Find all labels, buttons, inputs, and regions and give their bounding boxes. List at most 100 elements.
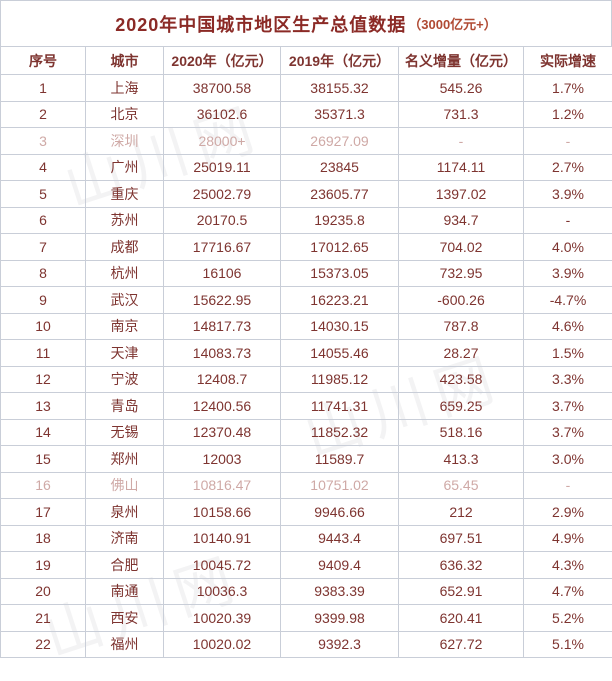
- table-row: 4 广州 25019.11 23845 1174.11 2.7%: [0, 153, 612, 181]
- table-cell-nominal-increase: 28.27: [398, 339, 524, 367]
- table-cell-no: 21: [0, 604, 86, 632]
- table-cell-gdp-2019: 26927.09: [280, 127, 399, 155]
- table-cell-real-growth: 3.7%: [523, 418, 612, 446]
- table-cell-real-growth: 3.9%: [523, 180, 612, 208]
- table-cell-real-growth: 4.3%: [523, 551, 612, 579]
- table-cell-real-growth: 3.0%: [523, 445, 612, 473]
- table-cell-nominal-increase: 704.02: [398, 233, 524, 261]
- table-cell-city: 郑州: [85, 445, 164, 473]
- table-cell-gdp-2020: 12400.56: [163, 392, 281, 420]
- table-cell-gdp-2020: 12408.7: [163, 365, 281, 393]
- table-row: 14 无锡 12370.48 11852.32 518.16 3.7%: [0, 418, 612, 446]
- table-cell-city: 北京: [85, 100, 164, 128]
- column-header: 2020年（亿元）: [163, 46, 281, 75]
- table-cell-gdp-2020: 15622.95: [163, 286, 281, 314]
- table-cell-gdp-2020: 10020.39: [163, 604, 281, 632]
- table-cell-no: 9: [0, 286, 86, 314]
- table-row: 6 苏州 20170.5 19235.8 934.7-: [0, 206, 612, 234]
- table-cell-no: 11: [0, 339, 86, 367]
- table-cell-gdp-2019: 14055.46: [280, 339, 399, 367]
- table-cell-gdp-2019: 17012.65: [280, 233, 399, 261]
- table-cell-real-growth: 5.1%: [523, 630, 612, 658]
- table-row: 21 西安 10020.39 9399.98 620.41 5.2%: [0, 604, 612, 632]
- table-cell-city: 佛山: [85, 471, 164, 499]
- table-cell-gdp-2019: 10751.02: [280, 471, 399, 499]
- table-cell-nominal-increase: 787.8: [398, 312, 524, 340]
- table-cell-gdp-2020: 36102.6: [163, 100, 281, 128]
- table-cell-gdp-2019: 9383.39: [280, 577, 399, 605]
- column-header: 序号: [0, 46, 86, 75]
- table-cell-gdp-2020: 10045.72: [163, 551, 281, 579]
- table-cell-gdp-2019: 23605.77: [280, 180, 399, 208]
- table-cell-real-growth: 4.6%: [523, 312, 612, 340]
- table-cell-no: 16: [0, 471, 86, 499]
- column-header: 实际增速: [523, 46, 612, 75]
- table-cell-gdp-2019: 16223.21: [280, 286, 399, 314]
- table-cell-city: 深圳: [85, 127, 164, 155]
- table-cell-real-growth: 2.7%: [523, 153, 612, 181]
- table-row: 1 上海 38700.58 38155.32 545.26 1.7%: [0, 74, 612, 102]
- table-cell-real-growth: 3.3%: [523, 365, 612, 393]
- table-cell-nominal-increase: 545.26: [398, 74, 524, 102]
- table-cell-gdp-2020: 10158.66: [163, 498, 281, 526]
- table-cell-gdp-2019: 11589.7: [280, 445, 399, 473]
- table-cell-city: 合肥: [85, 551, 164, 579]
- table-cell-real-growth: 1.5%: [523, 339, 612, 367]
- table-cell-gdp-2019: 9443.4: [280, 524, 399, 552]
- table-cell-gdp-2020: 12370.48: [163, 418, 281, 446]
- table-cell-gdp-2019: 38155.32: [280, 74, 399, 102]
- table-cell-gdp-2020: 10020.02: [163, 630, 281, 658]
- table-row: 15 郑州 12003 11589.7 413.3 3.0%: [0, 445, 612, 473]
- table-cell-gdp-2020: 25002.79: [163, 180, 281, 208]
- table-row: 13 青岛 12400.56 11741.31 659.25 3.7%: [0, 392, 612, 420]
- table-cell-no: 22: [0, 630, 86, 658]
- table-cell-nominal-increase: 423.58: [398, 365, 524, 393]
- table-cell-city: 青岛: [85, 392, 164, 420]
- table-cell-no: 5: [0, 180, 86, 208]
- table-cell-nominal-increase: -600.26: [398, 286, 524, 314]
- table-cell-no: 17: [0, 498, 86, 526]
- column-header: 城市: [85, 46, 164, 75]
- table-cell-no: 1: [0, 74, 86, 102]
- table-cell-gdp-2020: 14083.73: [163, 339, 281, 367]
- table-cell-nominal-increase: 518.16: [398, 418, 524, 446]
- table-cell-gdp-2019: 15373.05: [280, 259, 399, 287]
- table-body: 1 上海 38700.58 38155.32 545.26 1.7% 2 北京 36102.6 3…: [0, 74, 612, 658]
- table-cell-no: 4: [0, 153, 86, 181]
- table-cell-nominal-increase: -: [398, 127, 524, 155]
- table-cell-real-growth: 5.2%: [523, 604, 612, 632]
- table-cell-gdp-2020: 10140.91: [163, 524, 281, 552]
- table-cell-gdp-2019: 11852.32: [280, 418, 399, 446]
- table-title-suffix: （3000亿元+）: [408, 17, 497, 32]
- table-row: 7 成都 17716.67 17012.65 704.02 4.0%: [0, 233, 612, 261]
- table-cell-city: 西安: [85, 604, 164, 632]
- table-cell-no: 19: [0, 551, 86, 579]
- table-title: 2020年中国城市地区生产总值数据: [115, 14, 407, 35]
- table-cell-real-growth: 4.7%: [523, 577, 612, 605]
- table-row: 16 佛山 10816.47 10751.02 65.45-: [0, 471, 612, 499]
- table-cell-real-growth: 3.9%: [523, 259, 612, 287]
- table-cell-city: 武汉: [85, 286, 164, 314]
- table-cell-gdp-2019: 11741.31: [280, 392, 399, 420]
- table-cell-city: 广州: [85, 153, 164, 181]
- table-cell-city: 福州: [85, 630, 164, 658]
- table-cell-nominal-increase: 732.95: [398, 259, 524, 287]
- table-cell-no: 14: [0, 418, 86, 446]
- table-header: 序号 城市 2020年（亿元） 2019年（亿元） 名义增量（亿元） 实际增速: [0, 46, 612, 75]
- table-title-bar: 2020年中国城市地区生产总值数据 （3000亿元+）: [0, 0, 612, 46]
- table-cell-city: 苏州: [85, 206, 164, 234]
- table-cell-city: 南京: [85, 312, 164, 340]
- table-cell-nominal-increase: 620.41: [398, 604, 524, 632]
- table-cell-gdp-2019: 9392.3: [280, 630, 399, 658]
- table-cell-city: 南通: [85, 577, 164, 605]
- table-cell-gdp-2019: 14030.15: [280, 312, 399, 340]
- table-cell-real-growth: -: [523, 206, 612, 234]
- table-cell-gdp-2019: 9399.98: [280, 604, 399, 632]
- table-cell-nominal-increase: 212: [398, 498, 524, 526]
- table-cell-gdp-2020: 17716.67: [163, 233, 281, 261]
- table-cell-real-growth: -: [523, 127, 612, 155]
- table-cell-real-growth: 1.7%: [523, 74, 612, 102]
- table-cell-no: 15: [0, 445, 86, 473]
- table-cell-real-growth: 3.7%: [523, 392, 612, 420]
- table-row: 10 南京 14817.73 14030.15 787.8 4.6%: [0, 312, 612, 340]
